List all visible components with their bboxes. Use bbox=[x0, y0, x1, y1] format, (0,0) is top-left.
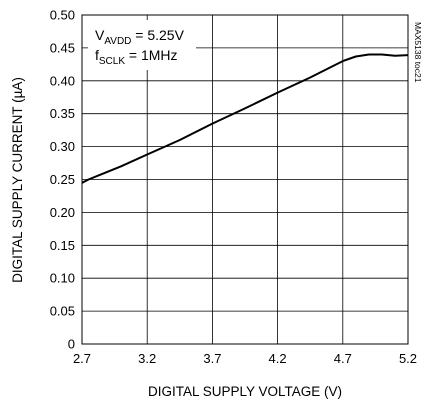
y-tick-label: 0.30 bbox=[50, 139, 75, 154]
y-tick-label: 0.25 bbox=[50, 172, 75, 187]
annotation-vavdd-rest: = 5.25V bbox=[131, 27, 184, 43]
y-tick-label: 0.50 bbox=[50, 8, 75, 23]
y-tick-label: 0.40 bbox=[50, 73, 75, 88]
series-group bbox=[81, 53, 409, 184]
y-tick-label: 0.15 bbox=[50, 238, 75, 253]
x-tick-label: 2.7 bbox=[73, 351, 91, 366]
x-tick-label: 3.2 bbox=[138, 351, 156, 366]
annotation-fsclk-rest: = 1MHz bbox=[125, 47, 178, 63]
y-tick-label: 0.05 bbox=[50, 304, 75, 319]
x-tick-label: 4.7 bbox=[334, 351, 352, 366]
annotation-vavdd-sub: AVDD bbox=[104, 36, 131, 47]
y-tick-label: 0.45 bbox=[50, 40, 75, 55]
side-identifier: MAX5138 toc21 bbox=[413, 22, 422, 83]
annotation-fsclk-main: f bbox=[95, 47, 99, 63]
y-tick-label: 0.35 bbox=[50, 106, 75, 121]
x-tick-label: 4.2 bbox=[269, 351, 287, 366]
annotation-vavdd-main: V bbox=[95, 27, 105, 43]
annotation-vavdd: VAVDD = 5.25V bbox=[95, 27, 185, 47]
x-tick-labels: 2.7 3.2 3.7 4.2 4.7 5.2 bbox=[73, 351, 417, 366]
x-tick-label: 5.2 bbox=[399, 351, 417, 366]
y-tick-label: 0 bbox=[68, 337, 75, 352]
annotation-box bbox=[88, 20, 196, 70]
plot-frame bbox=[81, 14, 409, 345]
x-tick-label: 3.7 bbox=[203, 351, 221, 366]
y-tick-labels: 0 0.05 0.10 0.15 0.20 0.25 0.30 0.35 0.40 0.45 0.5… bbox=[50, 8, 75, 352]
y-axis-title: DIGITAL SUPPLY CURRENT (µA) bbox=[10, 77, 25, 283]
x-axis-title: DIGITAL SUPPLY VOLTAGE (V) bbox=[148, 384, 342, 399]
series-line bbox=[81, 53, 409, 184]
y-tick-label: 0.20 bbox=[50, 205, 75, 220]
annotation-fsclk-sub: SCLK bbox=[99, 56, 125, 67]
annotation-fsclk: fSCLK = 1MHz bbox=[95, 47, 178, 67]
y-tick-label: 0.10 bbox=[50, 271, 75, 286]
